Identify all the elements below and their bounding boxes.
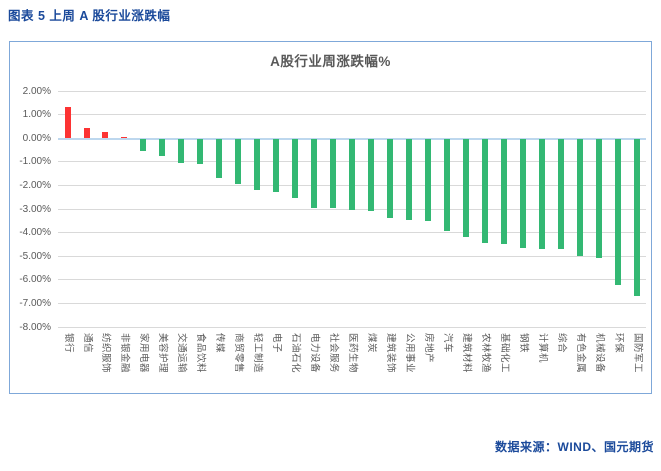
x-axis-label: 电子 [271,332,283,353]
bar [500,138,507,244]
gridline [58,232,646,234]
y-tick-label: -1.00% [19,156,51,168]
bar [481,138,488,244]
gridline [58,114,646,116]
x-axis-label: 有色金属 [574,332,586,373]
gridline [58,279,646,281]
x-axis-label: 房地产 [422,332,434,363]
bar [273,138,280,192]
bar [519,138,526,249]
x-axis-label: 建筑装饰 [384,332,396,373]
x-axis-label: 商贸零售 [233,332,245,373]
x-axis-label: 基础化工 [498,332,510,373]
x-axis-label: 纺织服饰 [100,332,112,373]
x-axis-label: 社会服务 [328,332,339,373]
x-axis-label: 医药生物 [347,332,358,373]
bar [349,138,355,211]
chart-title: A股行业周涨跌幅% [270,54,391,69]
bar [216,138,223,179]
bar [292,138,299,198]
x-axis-label: 轻工制造 [252,332,264,373]
x-axis-label: 非银金融 [119,332,131,373]
y-tick-label: -3.00% [19,203,51,215]
y-tick-label: -7.00% [19,297,51,309]
y-tick-label: 2.00% [22,85,51,97]
y-tick-label: -8.00% [19,321,51,333]
x-axis-label: 计算机 [536,332,548,363]
x-axis-label: 食品饮料 [195,332,207,373]
x-axis-label: 汽车 [441,332,453,353]
bar [424,138,431,222]
bar [538,138,545,249]
x-axis-label: 环保 [612,332,624,353]
x-axis-label: 钢铁 [517,332,529,353]
bar [368,138,374,212]
bar [197,138,204,165]
x-axis-label: 公用事业 [403,332,415,373]
x-axis-label: 综合 [555,332,567,353]
x-axis-label: 家用电器 [138,332,150,373]
industry-weekly-change-chart: A股行业周涨跌幅% 2.00% 1.00% 0.00% -1.00% -2.00% -3.… [9,41,652,394]
x-axis-label: 农林牧渔 [479,332,491,373]
bar [311,138,318,208]
x-axis-label: 石油石化 [290,332,302,373]
x-axis-label: 电力设备 [309,332,321,373]
x-axis-label: 煤炭 [366,332,377,353]
y-tick-label: -5.00% [19,250,51,262]
gridline [58,302,646,304]
bar [140,138,147,152]
bar [159,138,166,157]
plot-area: 2.00% 1.00% 0.00% -1.00% -2.00% -3.00% -4.00% -… [10,42,651,393]
x-axis-label: 国防军工 [631,332,643,373]
y-tick-label: 0.00% [22,132,51,144]
bar [83,127,90,138]
bar [595,138,602,258]
gridline [58,255,646,257]
bar [557,138,564,250]
bar [121,136,128,138]
bar [386,138,393,218]
x-axis-label: 交通运输 [176,332,188,373]
x-axis-label: 通信 [81,332,93,353]
x-axis-label: 机械设备 [593,332,605,373]
bar [64,106,71,138]
bar [633,138,640,297]
data-source-note: 数据来源：WIND、国元期货 [495,440,654,454]
x-axis-label: 建筑材料 [460,332,472,373]
x-axis-label: 传媒 [214,332,226,353]
gridline [58,326,646,328]
bar [405,138,412,221]
bar [178,138,185,163]
x-axis-label: 银行 [62,332,74,353]
y-tick-label: -2.00% [19,179,51,191]
bar [254,138,261,191]
page-title: 图表 5 上周 A 股行业涨跌幅 [8,9,171,23]
y-tick-label: -4.00% [19,227,51,239]
gridline [58,90,646,92]
y-tick-label: 1.00% [22,109,51,121]
bar [614,138,621,286]
y-tick-label: -6.00% [19,274,51,286]
bar [462,138,469,237]
bar [330,138,336,209]
bar [102,131,109,138]
bar [443,138,450,231]
x-axis-label: 美容护理 [157,332,169,373]
bar [235,138,242,184]
bar [576,138,583,256]
